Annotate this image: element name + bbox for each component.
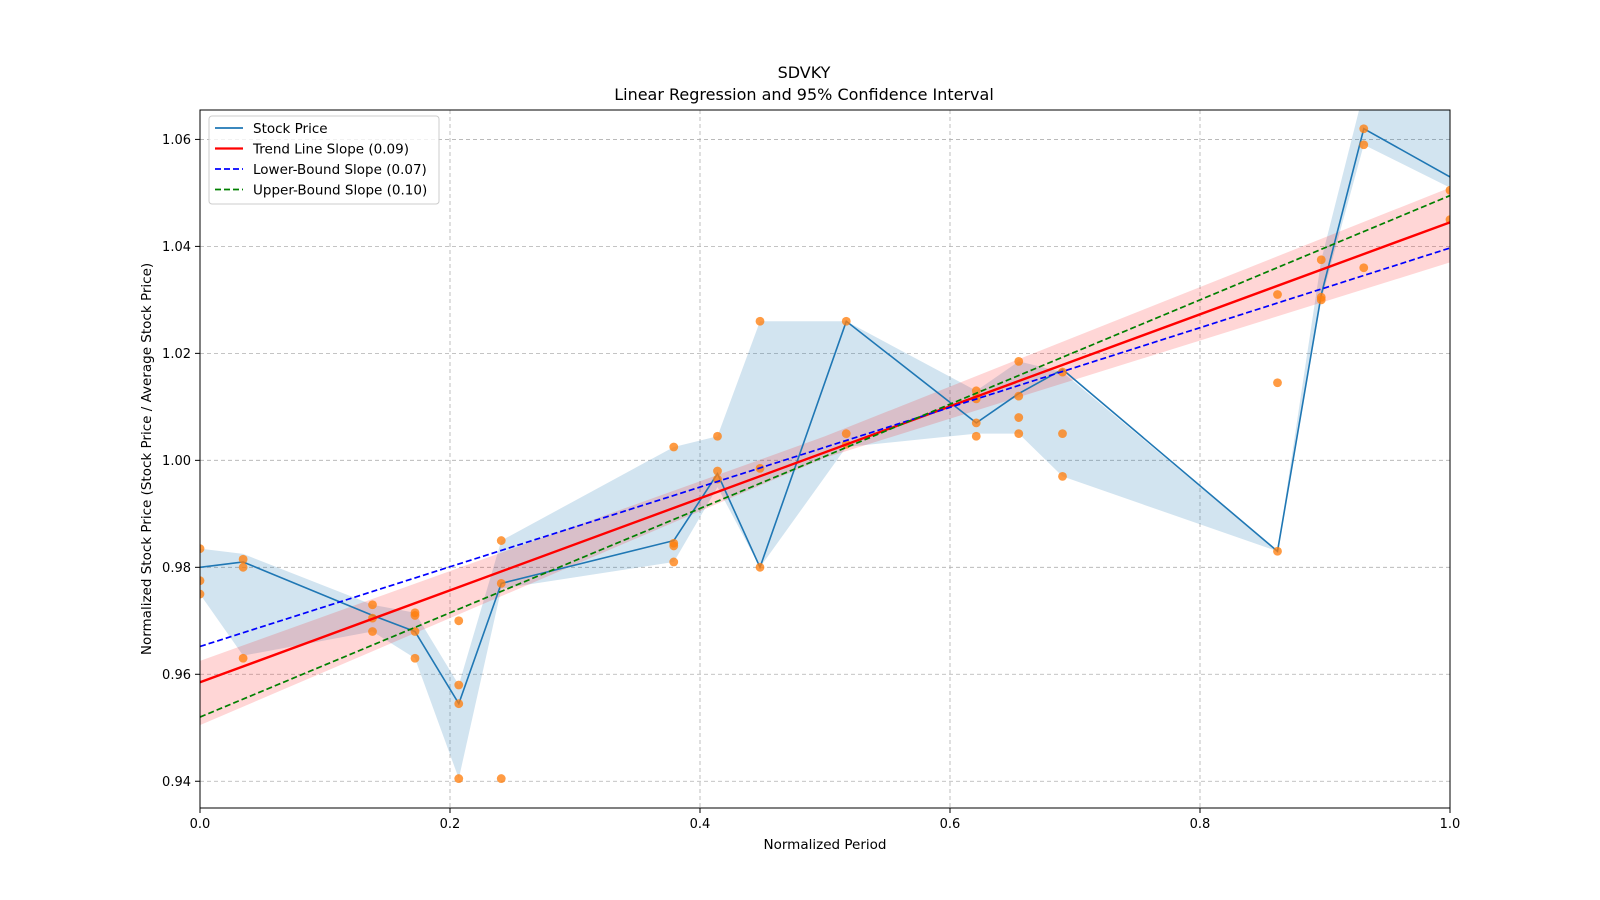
scatter-point	[1359, 263, 1369, 273]
scatter-point	[496, 578, 506, 588]
scatter-point	[1014, 413, 1024, 422]
trend-line	[200, 221, 1450, 684]
legend-label: Lower-Bound Slope (0.07)	[253, 162, 427, 178]
scatter-point	[496, 774, 506, 783]
scatter-point	[368, 600, 377, 610]
y-tick-label: 1.04	[162, 240, 191, 255]
legend-label: Upper-Bound Slope (0.10)	[253, 183, 427, 199]
scatter-point	[1014, 429, 1024, 438]
x-tick-label: 0.0	[190, 817, 211, 832]
legend-label: Trend Line Slope (0.09)	[252, 142, 409, 158]
y-tick-label: 0.96	[162, 668, 191, 683]
legend: Stock Price Trend Line Slope (0.09) Lower-…	[208, 115, 440, 205]
x-tick-label: 0.6	[940, 817, 961, 832]
scatter-point	[454, 616, 464, 626]
scatter-point	[841, 316, 851, 326]
scatter-point	[238, 653, 248, 663]
scatter-point	[1359, 87, 1368, 96]
y-tick-label: 0.94	[162, 775, 191, 790]
x-tick-label: 1.0	[1440, 817, 1461, 832]
scatter-point	[713, 466, 722, 476]
scatter-point	[755, 562, 765, 572]
scatter-point	[755, 316, 765, 326]
scatter-point	[454, 774, 464, 783]
y-tick-label: 1.00	[162, 454, 191, 469]
x-tick-label: 0.8	[1190, 817, 1211, 832]
scatter-point	[971, 386, 981, 396]
scatter-point	[496, 536, 506, 545]
scatter-point	[713, 431, 722, 441]
scatter-point	[410, 653, 420, 663]
scatter-point	[669, 541, 679, 551]
plot-area	[200, 87, 1455, 783]
scatter-point	[200, 576, 205, 586]
scatter-point	[1273, 290, 1282, 299]
scatter-point	[1359, 140, 1369, 150]
scatter-point	[1316, 295, 1326, 305]
scatter-point	[669, 557, 679, 567]
legend-label: Stock Price	[253, 121, 328, 137]
scatter-point	[971, 431, 981, 441]
scatter-point	[238, 562, 248, 572]
lower-bound-line	[200, 247, 1450, 648]
scatter-point	[1316, 255, 1326, 265]
x-axis-label: Normalized Period	[764, 837, 887, 853]
y-tick-label: 1.02	[162, 347, 191, 362]
upper-bound-line	[200, 194, 1450, 718]
scatter-point	[669, 442, 679, 452]
stock-price-band	[200, 110, 1450, 779]
scatter-point	[971, 418, 981, 428]
legend-box	[208, 115, 440, 205]
scatter-point	[238, 554, 248, 564]
scatter-point	[200, 544, 205, 553]
chart-subtitle: Linear Regression and 95% Confidence Int…	[614, 85, 994, 104]
scatter-point	[1446, 92, 1455, 101]
scatter-point	[1014, 391, 1024, 401]
y-axis-label: Normalized Stock Price (Stock Price / Av…	[139, 263, 155, 655]
scatter-point	[1359, 124, 1369, 134]
scatter-point	[1058, 471, 1067, 481]
x-tick-label: 0.4	[690, 817, 711, 832]
y-tick-label: 1.06	[162, 133, 191, 148]
scatter-point	[410, 611, 420, 620]
scatter-point	[1445, 185, 1450, 195]
scatter-point	[454, 680, 464, 690]
scatter-point	[841, 429, 851, 438]
scatter-point	[1273, 546, 1282, 556]
plot-frame	[199, 109, 1451, 809]
scatter-point	[410, 627, 420, 636]
chart-title: SDVKY	[778, 63, 831, 82]
y-tick-label: 0.98	[162, 561, 191, 576]
scatter-point	[368, 627, 377, 636]
y-axis: 0.94 0.96 0.98 1.00 1.02 1.04 1.06	[162, 133, 200, 790]
scatter-point	[1273, 378, 1282, 388]
scatter-point	[1014, 356, 1024, 366]
scatter-point	[454, 699, 464, 709]
x-tick-label: 0.2	[440, 817, 461, 832]
scatter-point	[200, 589, 205, 599]
x-axis: 0.0 0.2 0.4 0.6 0.8 1.0	[190, 808, 1461, 832]
scatter-point	[1058, 429, 1067, 438]
